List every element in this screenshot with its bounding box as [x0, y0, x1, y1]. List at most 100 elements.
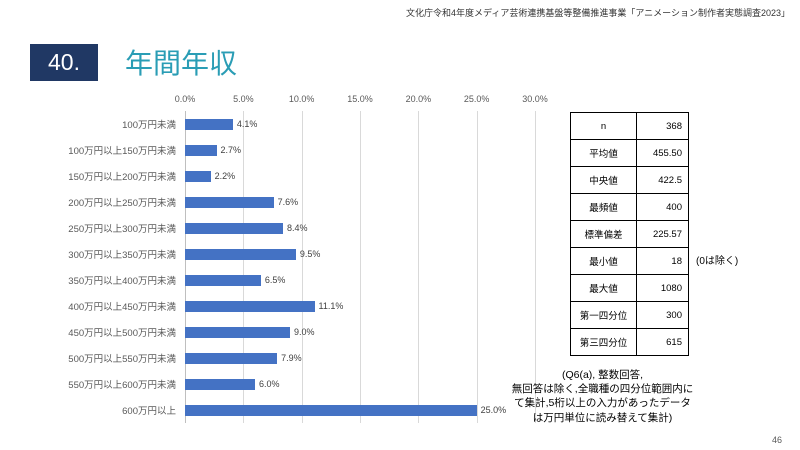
slide-number-box: 40.	[30, 44, 98, 81]
bar-area: 11.1%	[185, 293, 535, 319]
category-label: 500万円以上550万円未満	[68, 354, 176, 365]
bar-chart: 0.0% 5.0% 10.0% 15.0% 20.0% 25.0% 30.0% 100万円未…	[35, 94, 548, 429]
stats-value: 455.50	[636, 139, 689, 167]
chart-row: 550万円以上600万円未満 6.0%	[35, 371, 535, 397]
chart-row: 600万円以上 25.0%	[35, 397, 535, 423]
stats-label: 最大値	[570, 274, 637, 302]
exclusion-note: (0は除く)	[696, 256, 739, 267]
document-header-text: 文化庁令和4年度メディア芸術連携基盤等整備推進事業「アニメーション制作者実態調査…	[405, 8, 790, 18]
stats-label: 最頻値	[570, 193, 637, 221]
page-title: 年間年収	[125, 48, 238, 79]
stats-value: 1080	[636, 274, 689, 302]
stats-value: 615	[636, 328, 689, 356]
bar	[185, 352, 278, 364]
bar-value-label: 9.0%	[294, 327, 315, 337]
stats-row: 中央値 422.5	[570, 166, 689, 194]
chart-row: 200万円以上250万円未満 7.6%	[35, 189, 535, 215]
category-label: 550万円以上600万円未満	[68, 380, 176, 391]
x-axis-tick-label: 20.0%	[405, 94, 432, 104]
bar-area: 8.4%	[185, 215, 535, 241]
category-label: 400万円以上450万円未満	[68, 302, 176, 313]
bar-area: 2.2%	[185, 163, 535, 189]
bar-area: 9.5%	[185, 241, 535, 267]
chart-row: 100万円未満 4.1%	[35, 111, 535, 137]
stats-row: 第一四分位 300	[570, 301, 689, 329]
gridline	[243, 111, 245, 423]
stats-label: 中央値	[570, 166, 637, 194]
bar-value-label: 6.5%	[264, 275, 286, 285]
gridline	[301, 111, 303, 423]
chart-row: 350万円以上400万円未満 6.5%	[35, 267, 535, 293]
gridline	[418, 111, 420, 423]
bar	[185, 404, 477, 416]
bar-value-label: 2.7%	[220, 145, 242, 155]
stats-label: 最小値	[570, 247, 637, 275]
slide-number: 40.	[48, 49, 80, 75]
bar	[185, 196, 274, 208]
bar-value-label: 6.0%	[259, 379, 280, 389]
bar-value-label: 25.0%	[480, 405, 507, 415]
category-label: 300万円以上350万円未満	[68, 250, 176, 261]
bar	[185, 378, 255, 390]
stats-row: 最大値 1080	[570, 274, 689, 302]
stats-row: 平均値 455.50	[570, 139, 689, 167]
bar-value-label: 8.4%	[287, 223, 308, 233]
gridline	[535, 111, 536, 423]
category-label: 100万円以上150万円未満	[68, 146, 176, 157]
stats-label: 標準偏差	[570, 220, 637, 248]
bar-area: 7.9%	[185, 345, 535, 371]
bar	[185, 144, 217, 156]
chart-row: 500万円以上550万円未満 7.9%	[35, 345, 535, 371]
page-number: 46	[771, 435, 782, 445]
chart-row: 400万円以上450万円未満 11.1%	[35, 293, 535, 319]
gridline	[476, 111, 478, 423]
category-label: 100万円未満	[122, 120, 176, 131]
plot-area: 100万円未満 4.1% 100万円以上150万円未満 2.7% 150万円以上200万…	[35, 111, 536, 423]
bar-value-label: 9.5%	[299, 249, 321, 259]
x-axis-tick-label: 5.0%	[233, 94, 254, 104]
stats-table: n 368 平均値 455.50 中央値 422.5 最頻値 400 標準偏差 225.57 最小値…	[570, 112, 689, 356]
gridline	[360, 111, 361, 423]
bar-value-label: 11.1%	[318, 301, 344, 311]
stats-value: 225.57	[636, 220, 689, 248]
bar-area: 9.0%	[185, 319, 535, 345]
stats-value: 368	[636, 112, 689, 140]
bar	[185, 326, 290, 338]
x-axis-tick-label: 25.0%	[463, 94, 490, 104]
stats-label: 平均値	[570, 139, 637, 167]
stats-label: n	[570, 112, 637, 140]
stats-value: 18	[636, 247, 689, 275]
bar-area: 7.6%	[185, 189, 535, 215]
bar	[185, 300, 315, 312]
bar-area: 4.1%	[185, 111, 535, 137]
bar-area: 6.0%	[185, 371, 535, 397]
x-axis-tick-label: 15.0%	[347, 94, 373, 104]
stats-value: 422.5	[636, 166, 689, 194]
stats-row: 第三四分位 615	[570, 328, 689, 356]
bar-value-label: 4.1%	[236, 119, 258, 129]
x-axis-tick-label: 10.0%	[288, 94, 315, 104]
bar-area: 2.7%	[185, 137, 535, 163]
bar	[185, 274, 261, 286]
stats-row: n 368	[570, 112, 689, 140]
category-label: 150万円以上200万円未満	[68, 172, 176, 183]
category-label: 600万円以上	[122, 406, 176, 417]
bar-value-label: 7.9%	[281, 353, 302, 363]
x-axis-tick-label: 30.0%	[522, 94, 548, 104]
category-label: 200万円以上250万円未満	[68, 198, 176, 209]
category-label: 450万円以上500万円未満	[68, 328, 176, 339]
chart-row: 450万円以上500万円未満 9.0%	[35, 319, 535, 345]
bar	[185, 248, 296, 260]
bar-area: 6.5%	[185, 267, 535, 293]
footnote-text: (Q6(a), 整数回答, 無回答は除く,全職種の四分位範囲内に て集計,5桁以…	[511, 369, 694, 424]
stats-value: 300	[636, 301, 689, 329]
bar	[185, 222, 283, 234]
stats-row: 最小値 18	[570, 247, 689, 275]
chart-row: 300万円以上350万円未満 9.5%	[35, 241, 535, 267]
x-axis-tick-label: 0.0%	[174, 94, 196, 104]
stats-row: 標準偏差 225.57	[570, 220, 689, 248]
bar-value-label: 7.6%	[277, 197, 299, 207]
chart-row: 150万円以上200万円未満 2.2%	[35, 163, 535, 189]
stats-value: 400	[636, 193, 689, 221]
